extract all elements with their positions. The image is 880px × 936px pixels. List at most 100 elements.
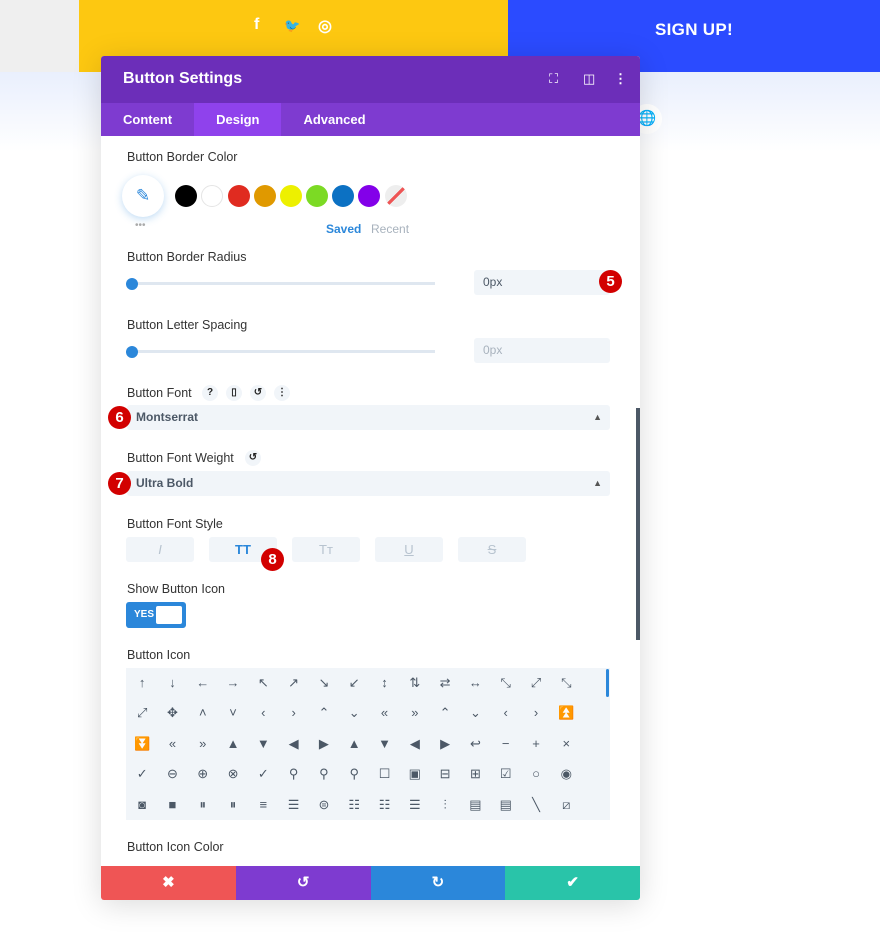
icon-option[interactable]: × [562, 735, 571, 751]
icon-option[interactable]: + [532, 735, 540, 751]
icon-option[interactable]: ⏸ [229, 796, 237, 812]
icon-option[interactable]: ↙ [348, 675, 360, 690]
icon-option[interactable]: ⊖ [166, 766, 178, 782]
signup-button[interactable]: SIGN UP! [655, 20, 733, 39]
swatch-white[interactable] [201, 185, 223, 207]
icon-option[interactable]: ↔ [468, 675, 482, 690]
icon-option[interactable]: ⇅ [409, 675, 421, 690]
icon-option[interactable]: ▲ [226, 735, 240, 751]
icon-option[interactable]: ˅ [229, 705, 237, 721]
icon-option[interactable]: » [411, 705, 419, 721]
icon-option[interactable]: ◉ [560, 766, 572, 782]
twitter-icon[interactable]: 🐦 [284, 18, 301, 33]
smallcaps-button[interactable]: Tт [292, 537, 360, 562]
icon-option[interactable]: ▶ [318, 735, 329, 751]
icon-option[interactable]: ▼ [378, 735, 391, 751]
icon-option[interactable]: ☰ [287, 796, 300, 812]
icon-option[interactable]: ⊜ [318, 796, 330, 812]
italic-button[interactable]: I [126, 537, 194, 562]
icon-option[interactable]: ☷ [348, 796, 361, 812]
fullscreen-icon[interactable]: ⛶ [549, 71, 559, 86]
save-button[interactable]: ✔ [505, 866, 640, 900]
icon-option[interactable]: ⊗ [227, 766, 239, 782]
recent-tab[interactable]: Recent [371, 222, 410, 236]
undo-button[interactable]: ↺ [235, 866, 371, 900]
border-radius-slider[interactable] [132, 282, 435, 285]
icon-option[interactable]: ⌄ [469, 705, 481, 721]
icon-option[interactable]: ‹ [503, 705, 508, 721]
icon-option[interactable]: ☷ [378, 796, 391, 812]
icon-option[interactable]: ↓ [169, 675, 176, 690]
more-colors-button[interactable]: ••• [135, 220, 146, 231]
icon-option[interactable]: ⚲ [288, 766, 299, 782]
icon-option[interactable]: ╲ [532, 796, 540, 812]
border-radius-slider-handle[interactable] [126, 278, 138, 290]
icon-option[interactable]: ⏬ [134, 735, 151, 751]
icon-option[interactable]: ▤ [499, 796, 512, 812]
icon-option[interactable]: ✓ [136, 766, 148, 782]
icon-option[interactable]: ⊟ [439, 766, 451, 782]
icon-option[interactable]: ⌃ [318, 705, 330, 721]
icon-option[interactable]: ⏫ [558, 705, 575, 721]
icon-option[interactable]: ↕ [381, 675, 388, 690]
icon-option[interactable]: « [380, 705, 389, 721]
reset-icon[interactable]: ↺ [245, 450, 261, 466]
icon-option[interactable]: ○ [532, 766, 540, 782]
more-options-icon[interactable]: ⋮ [614, 71, 627, 86]
icon-option[interactable]: ‹ [261, 705, 266, 721]
facebook-icon[interactable]: f [254, 16, 260, 33]
icon-option[interactable]: ■ [168, 796, 177, 812]
font-select[interactable]: Montserrat ▲ [127, 405, 610, 430]
icon-option[interactable]: ▶ [440, 735, 451, 751]
icon-option[interactable]: ✓ [257, 766, 269, 782]
icon-option[interactable]: ⚲ [349, 766, 359, 782]
icon-option[interactable]: ↖ [257, 675, 269, 690]
icon-option[interactable]: ⊕ [197, 766, 209, 782]
icon-option[interactable]: ▼ [256, 735, 270, 751]
icon-option[interactable]: ◀ [409, 735, 420, 751]
icon-option[interactable]: ◀ [288, 735, 299, 751]
saved-tab[interactable]: Saved [326, 222, 362, 236]
icon-option[interactable]: ☑ [499, 766, 512, 782]
icon-option[interactable]: ↩ [469, 735, 481, 751]
icon-option[interactable]: ⊞ [469, 766, 481, 782]
icon-option[interactable]: ⏸ [199, 796, 206, 812]
icon-option[interactable]: ⇄ [439, 675, 451, 690]
swatch-purple[interactable] [358, 185, 380, 207]
icon-grid-scrollbar[interactable] [606, 669, 609, 697]
icon-option[interactable]: ▣ [408, 766, 421, 782]
icon-option[interactable]: ⚲ [319, 766, 329, 782]
panel-scrollbar[interactable] [636, 408, 640, 640]
icon-option[interactable]: − [501, 735, 510, 751]
letter-spacing-slider-handle[interactable] [126, 346, 138, 358]
underline-button[interactable]: U [375, 537, 443, 562]
help-icon[interactable]: ? [202, 385, 218, 401]
reset-icon[interactable]: ↺ [250, 385, 266, 401]
icon-option[interactable]: ⤢ [530, 675, 542, 690]
redo-button[interactable]: ↻ [370, 866, 506, 900]
swatch-blue[interactable] [332, 185, 354, 207]
icon-option[interactable]: ⤢ [136, 705, 148, 721]
swatch-red[interactable] [228, 185, 250, 207]
tab-content[interactable]: Content [123, 112, 173, 127]
icon-option[interactable]: ⤡ [561, 675, 572, 690]
icon-option[interactable]: ≡ [259, 796, 268, 812]
eyedropper-icon[interactable]: ✎ [122, 175, 164, 217]
strikethrough-button[interactable]: S [458, 537, 526, 562]
icon-option[interactable]: ⫶ [443, 796, 447, 812]
icon-option[interactable]: ˄ [198, 705, 207, 721]
swatch-transparent[interactable] [385, 185, 407, 207]
instagram-icon[interactable]: ◎ [318, 18, 332, 35]
swatch-yellow[interactable] [280, 185, 302, 207]
cancel-button[interactable]: ✖ [101, 866, 236, 900]
icon-option[interactable]: ↘ [318, 675, 330, 690]
icon-option[interactable]: ◙ [138, 796, 147, 812]
icon-option[interactable]: ▲ [347, 735, 361, 751]
tab-design[interactable]: Design [194, 103, 282, 136]
swatch-green[interactable] [306, 185, 328, 207]
icon-option[interactable]: › [291, 705, 296, 721]
icon-option[interactable]: ⌄ [348, 705, 360, 721]
letter-spacing-input[interactable]: 0px [474, 338, 610, 363]
border-radius-input[interactable]: 0px [474, 270, 610, 295]
letter-spacing-slider[interactable] [132, 350, 435, 353]
